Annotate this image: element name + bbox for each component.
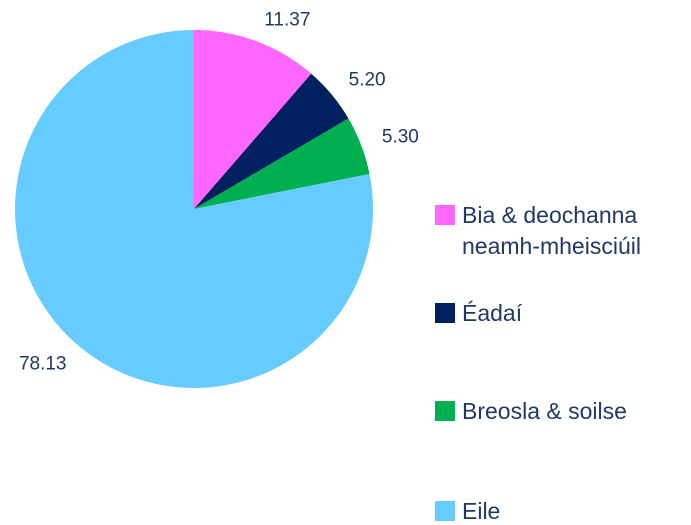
legend-swatch	[435, 205, 455, 225]
legend-swatch	[435, 303, 455, 323]
legend-label: Eile	[462, 498, 501, 524]
legend-item: Éadaí	[435, 298, 685, 329]
pie-slice	[194, 118, 370, 209]
data-label: 5.20	[349, 70, 386, 91]
pie-slice	[194, 30, 312, 209]
legend-label: Éadaí	[462, 300, 523, 326]
pie-slice	[194, 73, 349, 210]
pie-slice	[14, 30, 374, 388]
data-label: 5.30	[382, 127, 419, 148]
legend-swatch	[435, 501, 455, 521]
legend-item: Bia & deochanna neamh-mheisciúil	[435, 200, 685, 262]
data-label: 11.37	[264, 10, 310, 31]
data-label: 78.13	[19, 353, 67, 374]
legend-item: Eile	[435, 496, 685, 525]
legend-swatch	[435, 401, 455, 421]
legend-item: Breosla & soilse	[435, 396, 685, 427]
legend-label: Bia & deochanna neamh-mheisciúil	[462, 202, 641, 259]
legend-label: Breosla & soilse	[462, 398, 627, 424]
